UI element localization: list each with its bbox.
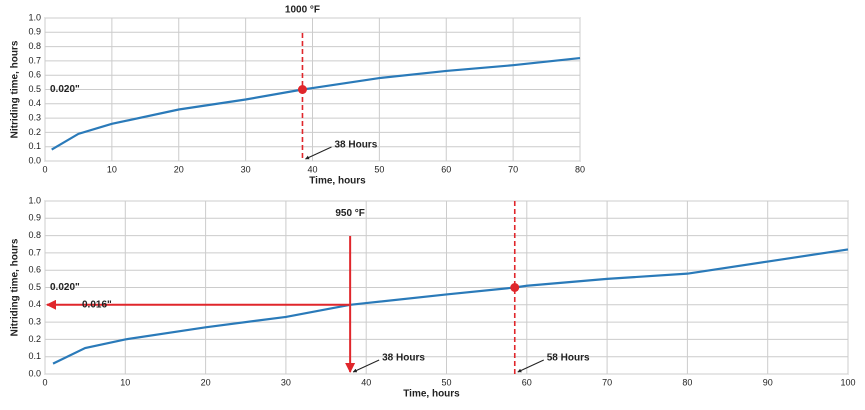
y-tick-label: 0.7 — [28, 247, 41, 257]
x-tick-label: 90 — [763, 377, 773, 387]
y-tick-label: 0.6 — [28, 265, 41, 275]
y-tick-label: 0.1 — [28, 141, 41, 151]
y-axis-label: Nitriding time, hours — [10, 40, 21, 138]
y-axis-label: Nitriding time, hours — [10, 238, 21, 336]
annotation: 1000 °F — [285, 5, 320, 16]
annotation: 950 °F — [335, 208, 365, 219]
pointer — [352, 359, 380, 373]
pointer — [305, 146, 332, 160]
x-tick-label: 30 — [281, 377, 291, 387]
x-tick-label: 10 — [120, 377, 130, 387]
y-tick-label: 0.9 — [28, 27, 41, 37]
y-tick-label: 1.0 — [28, 12, 41, 22]
annotation: 0.016" — [82, 299, 112, 310]
x-tick-label: 40 — [361, 377, 371, 387]
annotation: 38 Hours — [382, 353, 425, 364]
x-tick-label: 0 — [42, 377, 47, 387]
x-tick-label: 20 — [201, 377, 211, 387]
x-tick-label: 50 — [441, 377, 451, 387]
y-tick-label: 1.0 — [28, 195, 41, 205]
x-tick-label: 70 — [508, 164, 518, 174]
y-tick-label: 0.3 — [28, 316, 41, 326]
x-tick-label: 80 — [682, 377, 692, 387]
x-axis-label: Time, hours — [309, 176, 366, 187]
y-tick-label: 0.8 — [28, 230, 41, 240]
x-axis-label: Time, hours — [403, 389, 460, 400]
y-tick-label: 0.4 — [28, 98, 41, 108]
x-tick-label: 60 — [441, 164, 451, 174]
y-tick-label: 0.0 — [28, 155, 41, 165]
x-tick-label: 70 — [602, 377, 612, 387]
annotation: 38 Hours — [334, 140, 377, 151]
annotation: 0.020" — [50, 282, 80, 293]
x-tick-label: 80 — [575, 164, 585, 174]
y-tick-label: 0.2 — [28, 334, 41, 344]
x-tick-label: 100 — [840, 377, 855, 387]
y-tick-label: 0.8 — [28, 41, 41, 51]
y-tick-label: 0.4 — [28, 299, 41, 309]
marker-point — [297, 85, 307, 94]
x-tick-label: 50 — [374, 164, 384, 174]
y-tick-label: 0.5 — [28, 282, 41, 292]
curve — [52, 248, 849, 365]
y-tick-label: 0.1 — [28, 351, 41, 361]
y-tick-label: 0.2 — [28, 127, 41, 137]
y-tick-label: 0.3 — [28, 112, 41, 122]
x-tick-label: 10 — [107, 164, 117, 174]
marker-point — [510, 283, 520, 292]
x-tick-label: 20 — [174, 164, 184, 174]
x-tick-label: 30 — [241, 164, 251, 174]
y-tick-label: 0.6 — [28, 70, 41, 80]
pointer — [517, 359, 544, 373]
x-tick-label: 0 — [42, 164, 47, 174]
y-tick-label: 0.0 — [28, 368, 41, 378]
annotation: 0.020" — [50, 84, 80, 95]
x-tick-label: 60 — [522, 377, 532, 387]
x-tick-label: 40 — [307, 164, 317, 174]
y-tick-label: 0.9 — [28, 213, 41, 223]
y-tick-label: 0.7 — [28, 55, 41, 65]
y-tick-label: 0.5 — [28, 84, 41, 94]
annotation: 58 Hours — [547, 353, 590, 364]
